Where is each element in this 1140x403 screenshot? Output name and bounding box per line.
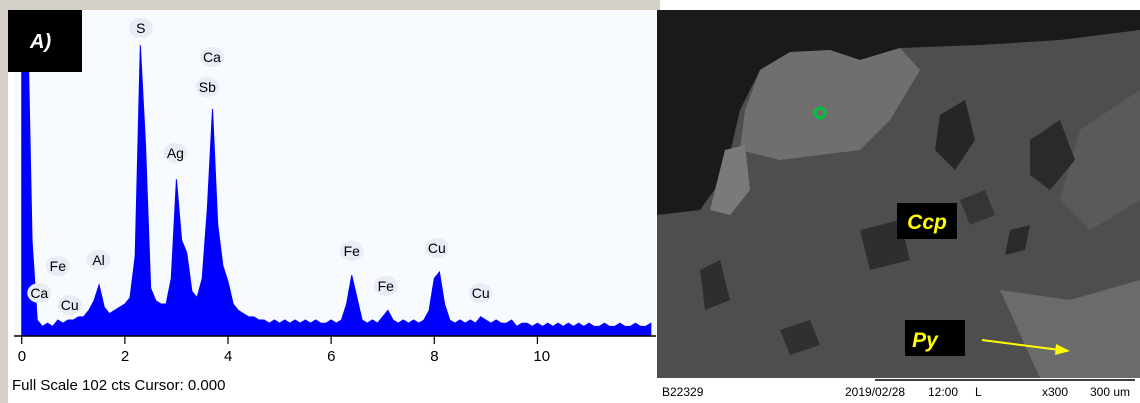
peak-label-bg	[339, 241, 364, 261]
peak-label-bg	[200, 47, 225, 67]
peak-label: Al	[92, 252, 104, 268]
peak-label: Cu	[61, 297, 79, 313]
peak-label: S	[136, 20, 145, 36]
footer: Full Scale 102 cts Cursor: 0.000	[12, 377, 225, 394]
x-tick-label: 6	[327, 348, 335, 365]
peak-label-bg	[86, 250, 111, 270]
peak-label: Cu	[428, 240, 446, 256]
info-bar	[657, 378, 1140, 403]
peak-label-bg	[373, 276, 398, 296]
info-text: 300 um	[1090, 385, 1130, 399]
label-bg	[897, 203, 957, 239]
plot	[21, 10, 652, 336]
peak-label: Cu	[472, 285, 490, 301]
info-text: L	[975, 385, 982, 399]
peak-label-bg	[424, 238, 449, 258]
peak-label: Fe	[50, 258, 67, 274]
panel-label-bg	[8, 10, 82, 72]
peak-label: Ca	[30, 285, 48, 301]
panel-label: A)	[29, 31, 51, 53]
info-text: x300	[1042, 385, 1068, 399]
info-text: 2019/02/28	[845, 385, 905, 399]
peak-label: Fe	[344, 243, 361, 259]
info-text: 12:00	[928, 385, 958, 399]
label-bg	[905, 320, 965, 356]
info-text: B22329	[662, 385, 704, 399]
peak-label: Sb	[199, 79, 216, 95]
mineral-label: Ccp	[907, 211, 947, 234]
peak-label-bg	[57, 295, 82, 315]
peak-label: Fe	[378, 278, 395, 294]
peak-label-bg	[45, 256, 70, 276]
x-tick-label: 10	[533, 348, 550, 365]
peak-label-bg	[27, 283, 52, 303]
sem-image	[657, 10, 1140, 378]
peak-label: Ag	[167, 145, 184, 161]
peak-label-bg	[468, 283, 493, 303]
spectrum	[21, 10, 652, 336]
peak-label-bg	[163, 143, 188, 163]
plot-area	[14, 10, 656, 336]
x-tick-label: 4	[224, 348, 232, 365]
peak-label-bg	[128, 18, 153, 38]
x-tick-label: 2	[121, 348, 129, 365]
mineral-label: Py	[912, 329, 939, 352]
x-tick-label: 8	[430, 348, 438, 365]
peak-label-bg	[195, 77, 220, 97]
x-tick-label: 0	[18, 348, 26, 365]
peak-label: Ca	[203, 49, 221, 65]
